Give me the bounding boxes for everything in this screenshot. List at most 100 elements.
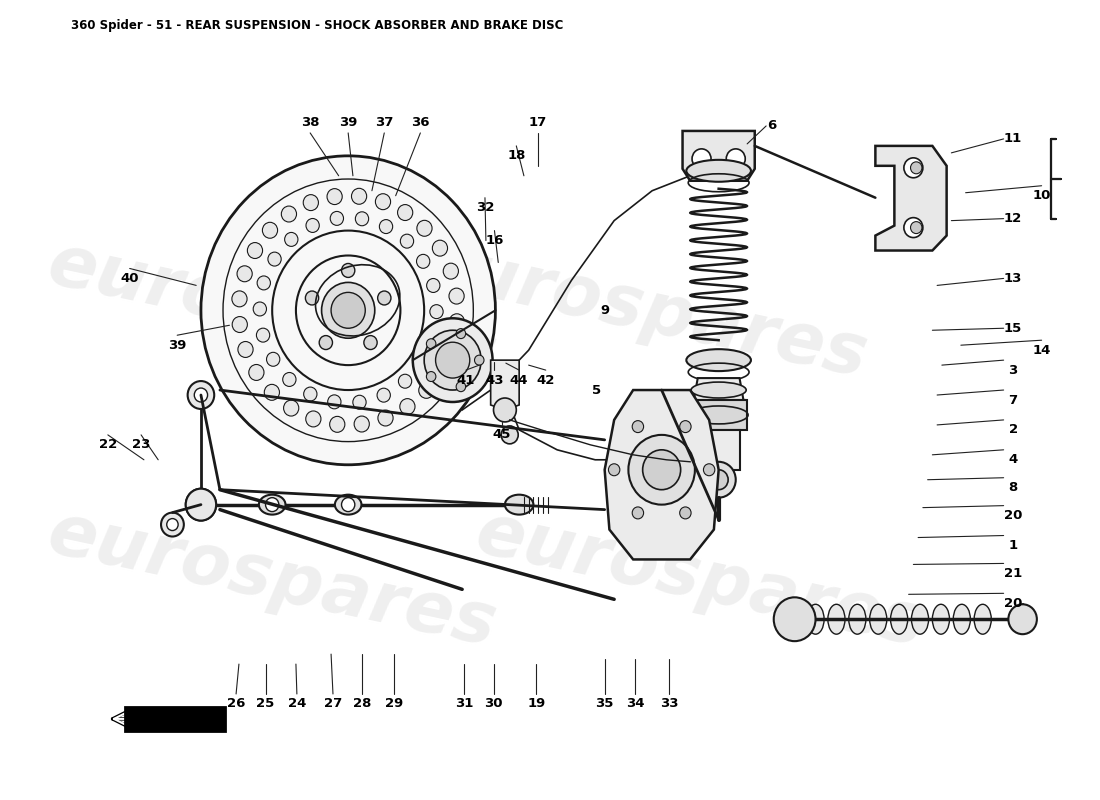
Circle shape [417, 220, 432, 236]
Ellipse shape [807, 604, 824, 634]
Circle shape [436, 342, 470, 378]
Circle shape [161, 513, 184, 537]
Circle shape [702, 462, 736, 498]
Circle shape [327, 189, 342, 205]
Ellipse shape [828, 604, 845, 634]
Text: 360 Spider - 51 - REAR SUSPENSION - SHOCK ABSORBER AND BRAKE DISC: 360 Spider - 51 - REAR SUSPENSION - SHOC… [70, 19, 563, 32]
Circle shape [726, 149, 745, 169]
Ellipse shape [691, 417, 746, 433]
Text: 30: 30 [484, 698, 503, 710]
Circle shape [710, 470, 728, 490]
Ellipse shape [334, 494, 362, 514]
Ellipse shape [891, 604, 908, 634]
Circle shape [306, 218, 319, 233]
Circle shape [341, 498, 355, 512]
Circle shape [378, 410, 393, 426]
Ellipse shape [912, 604, 928, 634]
Polygon shape [690, 400, 747, 430]
Text: 44: 44 [510, 374, 528, 386]
Text: 15: 15 [1004, 322, 1022, 334]
Text: 34: 34 [626, 698, 645, 710]
Text: 12: 12 [1004, 212, 1022, 225]
Text: 16: 16 [485, 234, 504, 247]
Text: 9: 9 [601, 304, 609, 317]
Circle shape [1009, 604, 1037, 634]
Circle shape [911, 222, 922, 234]
Text: 36: 36 [411, 117, 430, 130]
Text: 17: 17 [529, 117, 548, 130]
Circle shape [427, 338, 436, 349]
Circle shape [321, 282, 375, 338]
Text: 42: 42 [537, 374, 554, 386]
Circle shape [195, 388, 208, 402]
Ellipse shape [505, 494, 534, 514]
Circle shape [353, 395, 366, 410]
Circle shape [330, 211, 343, 226]
Circle shape [419, 382, 435, 398]
Text: 10: 10 [1033, 190, 1050, 202]
Circle shape [268, 252, 282, 266]
Text: 20: 20 [1004, 597, 1022, 610]
Circle shape [263, 222, 277, 238]
Ellipse shape [933, 604, 949, 634]
Circle shape [232, 317, 248, 333]
Circle shape [449, 288, 464, 304]
Polygon shape [697, 430, 739, 470]
Text: 13: 13 [1004, 272, 1022, 285]
Circle shape [352, 188, 366, 204]
Text: 27: 27 [323, 698, 342, 710]
Circle shape [911, 162, 922, 174]
Text: 8: 8 [1009, 481, 1018, 494]
Circle shape [284, 400, 299, 416]
Circle shape [253, 302, 266, 316]
Circle shape [232, 291, 248, 307]
Ellipse shape [849, 604, 866, 634]
Circle shape [456, 382, 465, 392]
Text: 39: 39 [339, 117, 358, 130]
Polygon shape [605, 390, 718, 559]
Circle shape [474, 355, 484, 365]
Circle shape [306, 291, 319, 305]
Ellipse shape [686, 349, 751, 371]
Circle shape [194, 497, 209, 513]
Circle shape [632, 421, 644, 433]
Circle shape [433, 362, 449, 378]
Circle shape [257, 276, 271, 290]
Text: 1: 1 [1009, 539, 1018, 552]
Circle shape [444, 339, 460, 355]
Circle shape [188, 381, 214, 409]
Text: 32: 32 [476, 201, 494, 214]
Text: 20: 20 [1004, 509, 1022, 522]
Circle shape [379, 219, 393, 234]
Circle shape [201, 156, 495, 465]
Text: 39: 39 [168, 338, 186, 352]
Polygon shape [682, 131, 755, 181]
Circle shape [415, 354, 428, 369]
Circle shape [904, 158, 923, 178]
Ellipse shape [691, 402, 746, 418]
Circle shape [364, 335, 377, 350]
Text: 40: 40 [120, 272, 139, 285]
Circle shape [642, 450, 681, 490]
Circle shape [426, 330, 439, 345]
Text: 33: 33 [660, 698, 679, 710]
Ellipse shape [975, 604, 991, 634]
Circle shape [306, 411, 321, 427]
Circle shape [680, 507, 691, 519]
Circle shape [304, 387, 317, 401]
Circle shape [355, 212, 368, 226]
Circle shape [398, 374, 411, 388]
Circle shape [432, 240, 448, 256]
Text: 28: 28 [353, 698, 372, 710]
Text: 18: 18 [507, 150, 526, 162]
Text: eurospares: eurospares [469, 498, 931, 661]
Circle shape [904, 218, 923, 238]
Circle shape [264, 384, 279, 400]
Circle shape [632, 507, 644, 519]
Circle shape [427, 371, 436, 382]
Circle shape [167, 518, 178, 530]
Circle shape [256, 328, 270, 342]
Polygon shape [125, 707, 224, 731]
Circle shape [628, 435, 695, 505]
Text: 25: 25 [256, 698, 275, 710]
